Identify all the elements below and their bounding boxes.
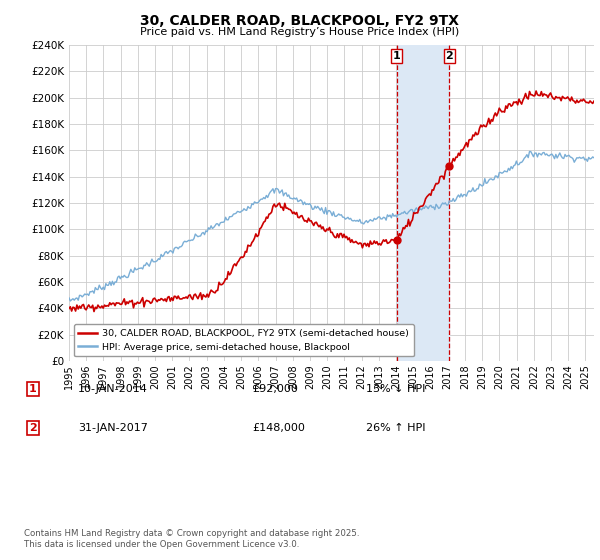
Text: £148,000: £148,000 — [252, 423, 305, 433]
Text: £92,000: £92,000 — [252, 384, 298, 394]
Text: 2: 2 — [29, 423, 37, 433]
Text: 31-JAN-2017: 31-JAN-2017 — [78, 423, 148, 433]
Text: 26% ↑ HPI: 26% ↑ HPI — [366, 423, 425, 433]
Text: 1: 1 — [393, 51, 401, 61]
Legend: 30, CALDER ROAD, BLACKPOOL, FY2 9TX (semi-detached house), HPI: Average price, s: 30, CALDER ROAD, BLACKPOOL, FY2 9TX (sem… — [74, 324, 413, 357]
Bar — [397, 45, 449, 361]
Text: 30, CALDER ROAD, BLACKPOOL, FY2 9TX: 30, CALDER ROAD, BLACKPOOL, FY2 9TX — [140, 14, 460, 28]
Text: 13% ↓ HPI: 13% ↓ HPI — [366, 384, 425, 394]
Text: 1: 1 — [29, 384, 37, 394]
Text: 10-JAN-2014: 10-JAN-2014 — [78, 384, 148, 394]
Text: Price paid vs. HM Land Registry’s House Price Index (HPI): Price paid vs. HM Land Registry’s House … — [140, 27, 460, 37]
Text: Contains HM Land Registry data © Crown copyright and database right 2025.
This d: Contains HM Land Registry data © Crown c… — [24, 529, 359, 549]
Text: 2: 2 — [445, 51, 453, 61]
